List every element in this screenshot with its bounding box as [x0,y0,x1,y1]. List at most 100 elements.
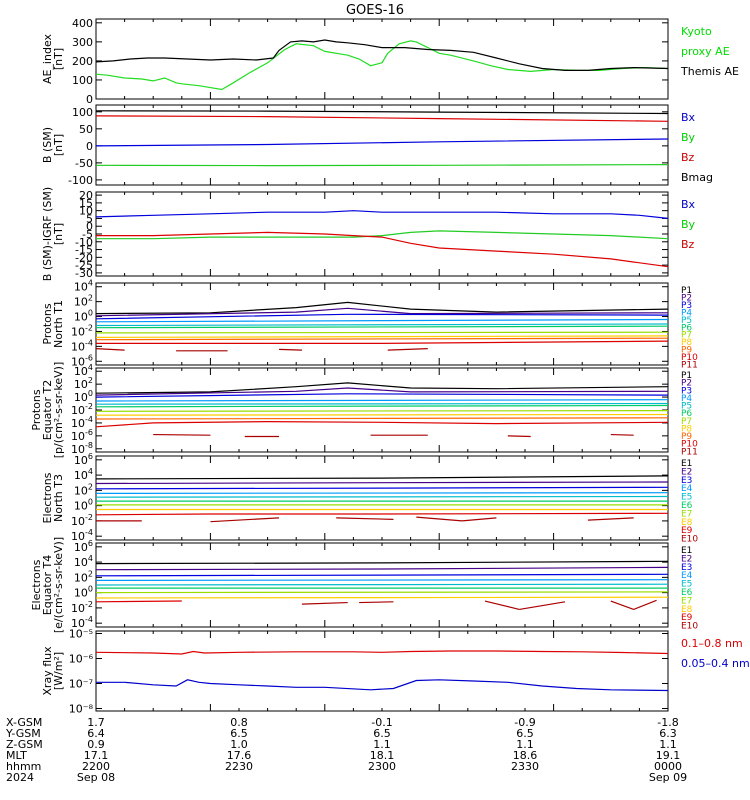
axis-row-value: 0.8 [230,716,248,729]
tick-exponent: -2 [85,402,93,411]
panel-frame [95,455,669,541]
y-tick-label: -50 [75,157,93,170]
legend-entry: Kyoto [681,25,712,38]
y-tick-label: -20 [75,251,93,264]
legend-entry: P4 [681,394,692,404]
legend-entry: Bx [681,198,696,211]
series-kyoto-proxy-ae-line [95,40,669,91]
axis-row-value: -1.8 [657,716,678,729]
y-axis-label: [nT] [52,223,65,245]
y-tick-label: 102 [74,294,93,309]
tick-exponent: -8 [85,441,93,450]
y-tick-label: -25 [75,259,93,272]
legend-entry: P3 [681,301,692,311]
legend-entry: E6 [681,501,693,511]
series-p11-segment [153,433,211,436]
tick-exponent: 4 [88,467,93,476]
series-e3-line [95,486,669,490]
axis-row-label: Z-GSM [6,738,43,751]
legend-entry: P11 [681,447,698,457]
tick-exponent: 4 [88,363,93,372]
legend-entry: 0.1–0.8 nm [681,637,743,650]
series-p6-line [95,325,669,329]
legend-entry: E5 [681,580,692,590]
series-e1-line [95,560,669,565]
series-bmag-line [95,110,669,115]
series-e5-line [95,495,669,498]
axis-row-value: 18.1 [370,749,395,762]
plot-title: GOES-16 [346,3,404,18]
series-e10-segment [610,600,634,610]
axis-row-value: Sep 08 [77,771,115,784]
tick-exponent: 2 [88,294,93,303]
series-by-line [95,164,669,167]
legend-entry: Themis AE [680,65,739,78]
series-0-1-0-8-nm-line [95,650,669,655]
y-tick-label: 0 [86,220,93,233]
legend-entry: E10 [681,535,698,545]
legend-entry: P2 [681,293,692,303]
axis-row-label: Y-GSM [5,727,41,740]
axis-row-value: 1.1 [373,738,391,751]
tick-exponent: 0 [88,498,93,507]
y-tick-label: 10-2 [71,323,93,338]
y-axis-label: [nT] [52,134,65,156]
legend-entry: E7 [681,596,692,606]
series-e1-line [95,475,669,480]
axis-row-label: hhmm [6,760,41,773]
y-axis-label: B (SM)-IGRF (SM) [41,187,54,281]
axis-row-value: 2200 [82,760,110,773]
tick-exponent: -6 [85,353,93,362]
legend-entry: P8 [681,424,692,434]
y-tick-label: -5 [82,228,93,241]
y-tick-label: 100 [74,309,93,324]
series-p5-line [95,402,669,405]
legend-entry: E4 [681,571,693,581]
legend-entry: 0.05–0.4 nm [681,657,750,670]
series-p4-line [95,399,669,402]
series-e10-segment [336,517,394,520]
y-axis-label: North T1 [52,300,65,348]
axis-row-label: X-GSM [6,716,42,729]
series-p2-line [95,307,669,317]
y-tick-label: 104 [74,279,93,294]
series-e10-segment [210,517,280,523]
axis-row-value: -0.9 [514,716,535,729]
tick-exponent: -6 [85,428,93,437]
series-e2-line [95,566,669,571]
series-p11-segment [387,348,428,351]
axis-row-value: 6.5 [516,727,534,740]
legend-entry: E1 [681,546,692,556]
series-bz-line [95,115,669,122]
axis-row-value: 1.7 [87,716,105,729]
series-e3-line [95,573,669,577]
series-themis-ae-line [95,39,669,72]
y-tick-label: 10-4 [71,338,93,353]
series-p8-line [95,413,669,416]
y-tick-label: 50 [79,123,93,136]
legend-entry: Bx [681,111,696,124]
y-axis-label: North T3 [52,474,65,522]
y-axis-label: [nT] [52,48,65,70]
legend-entry: P1 [681,286,692,296]
tick-exponent: 0 [88,309,93,318]
legend-entry: By [681,218,696,231]
y-tick-label: 10-2 [71,600,93,615]
legend-entry: proxy AE [681,45,730,58]
panel-bsm: -100 -50 0 50 100 B (SM)[nT] Bx By Bz Bmag [41,104,713,187]
axis-row-value: 6.4 [87,727,105,740]
y-tick-label: 100 [72,74,93,87]
series-p5-line [95,323,669,327]
series-p9-line [95,337,669,341]
legend-entry: P4 [681,308,692,318]
tick-exponent: 2 [88,569,93,578]
legend-entry: Bmag [681,171,713,184]
series-p3-line [95,393,669,398]
y-tick-label: 104 [74,467,93,482]
y-tick-label: 400 [72,17,93,30]
series-e9-line [95,512,669,516]
